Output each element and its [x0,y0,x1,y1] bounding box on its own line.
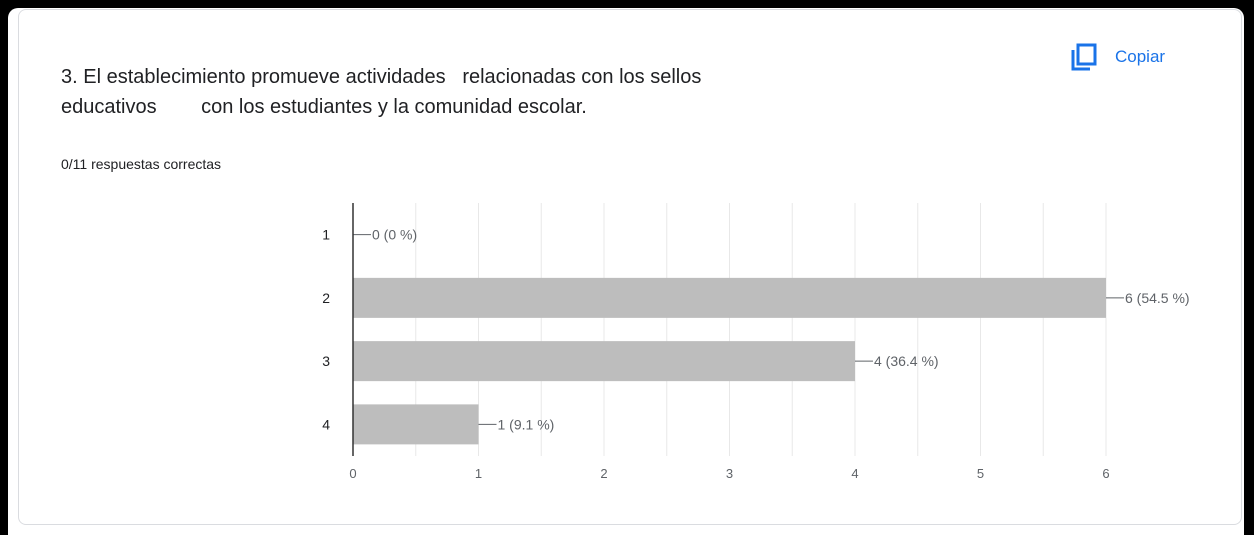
data-label: 4 (36.4 %) [874,353,939,369]
x-tick-label: 6 [1102,466,1109,481]
y-tick-label: 1 [322,227,330,243]
bar [353,404,479,445]
y-tick-label: 4 [322,416,330,432]
data-label: 0 (0 %) [372,227,417,243]
bar [353,341,855,382]
x-tick-label: 3 [726,466,733,481]
question-card [18,9,1242,525]
bar [353,277,1106,318]
data-label: 1 (9.1 %) [498,416,555,432]
correct-answers-summary: 0/11 respuestas correctas [61,156,222,172]
y-tick-label: 3 [322,353,330,369]
x-tick-label: 1 [475,466,482,481]
data-label: 6 (54.5 %) [1125,290,1190,306]
copy-icon [1071,43,1097,71]
x-tick-label: 0 [349,466,356,481]
y-tick-label: 2 [322,290,330,306]
copy-button-label: Copiar [1115,47,1166,66]
copy-button[interactable]: Copiar [1071,40,1165,74]
x-tick-label: 2 [600,466,607,481]
x-tick-label: 5 [977,466,984,481]
x-tick-label: 4 [851,466,858,481]
question-title: 3. El establecimiento promueve actividad… [61,66,702,118]
